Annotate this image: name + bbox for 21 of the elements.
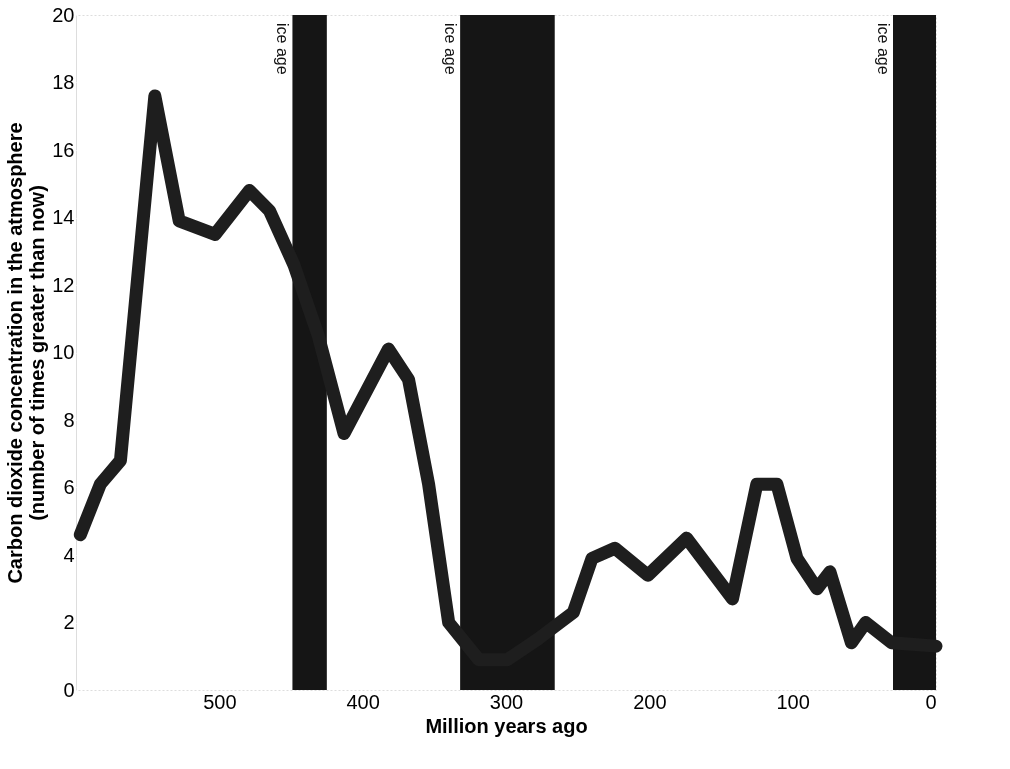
x-tick-label: 300 bbox=[489, 690, 524, 713]
band-label: ice age bbox=[875, 23, 892, 75]
y-tick-label: 12 bbox=[52, 273, 75, 296]
y-tick-label: 6 bbox=[63, 476, 75, 498]
y-tick-label: 14 bbox=[52, 206, 75, 228]
x-axis-title: Million years ago bbox=[425, 714, 588, 737]
x-tick-label: 500 bbox=[203, 690, 237, 713]
y-tick-label: 20 bbox=[52, 3, 75, 26]
y-tick-label: 18 bbox=[52, 71, 75, 93]
y-tick-label: 4 bbox=[63, 543, 75, 566]
y-tick-label: 8 bbox=[63, 408, 75, 431]
x-tick-label: 400 bbox=[346, 690, 380, 713]
y-tick-label: 10 bbox=[52, 341, 75, 363]
x-tick-label: 0 bbox=[925, 690, 937, 713]
band-label: ice age bbox=[274, 23, 292, 75]
y-tick-label: 16 bbox=[52, 138, 75, 161]
x-tick-label: 200 bbox=[633, 690, 667, 713]
band-label: ice age bbox=[442, 23, 460, 75]
y-tick-label: 2 bbox=[63, 611, 75, 633]
x-tick-label: 100 bbox=[776, 690, 810, 713]
y-axis-title: Carbon dioxide concentration in the atmosphere (number of times greater than now) bbox=[4, 122, 49, 584]
